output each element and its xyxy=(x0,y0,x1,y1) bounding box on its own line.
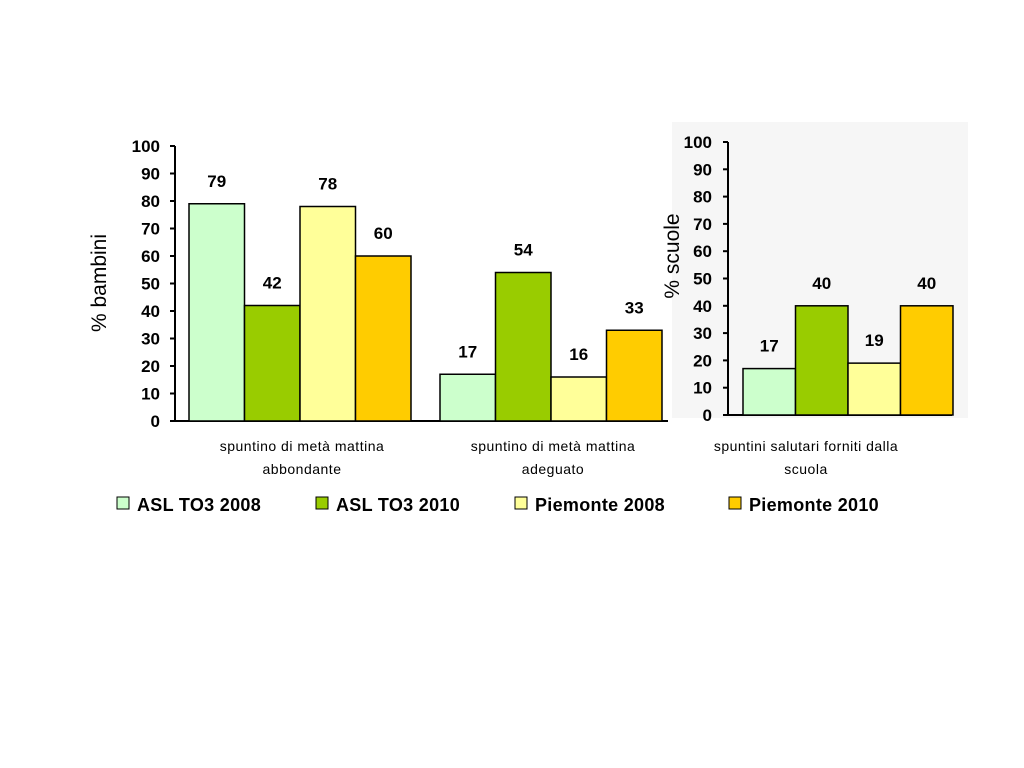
legend-swatch xyxy=(315,496,329,510)
y-axis-title-scuole: % scuole xyxy=(661,213,684,298)
category-label-scuole-0: spuntini salutari forniti dalla xyxy=(714,438,898,454)
y-tick-label-scuole: 90 xyxy=(693,160,712,179)
bar-bambini-1-2 xyxy=(550,376,608,422)
y-tick-label-scuole: 60 xyxy=(693,242,712,261)
y-tick-label-bambini: 80 xyxy=(141,192,160,211)
y-tick-label-scuole: 20 xyxy=(693,351,712,370)
y-tick-label-scuole: 80 xyxy=(693,188,712,207)
data-label-bambini-0-0: 79 xyxy=(207,172,226,191)
data-label-bambini-0-3: 60 xyxy=(374,224,393,243)
legend-swatch xyxy=(728,496,742,510)
data-label-bambini-0-1: 42 xyxy=(263,274,282,293)
y-tick-label-scuole: 100 xyxy=(684,133,712,152)
data-label-bambini-0-2: 78 xyxy=(318,175,337,194)
category-label-bambini-0: spuntino di metà mattina xyxy=(220,438,385,454)
y-tick-label-scuole: 70 xyxy=(693,215,712,234)
y-tick-label-bambini: 40 xyxy=(141,302,160,321)
y-tick-label-bambini: 60 xyxy=(141,247,160,266)
data-label-bambini-1-3: 33 xyxy=(625,298,644,317)
legend-swatch xyxy=(116,496,130,510)
bar-scuole-0-0 xyxy=(742,367,797,416)
bar-bambini-0-3 xyxy=(354,255,412,422)
y-axis-title-bambini: % bambini xyxy=(88,234,111,332)
y-tick-label-bambini: 90 xyxy=(141,165,160,184)
y-tick-label-scuole: 40 xyxy=(693,297,712,316)
bar-bambini-0-1 xyxy=(243,304,301,422)
data-label-bambini-1-2: 16 xyxy=(569,345,588,364)
y-tick-label-scuole: 30 xyxy=(693,324,712,343)
bar-bambini-1-0 xyxy=(439,373,497,422)
data-label-bambini-1-1: 54 xyxy=(514,241,533,260)
bar-bambini-1-3 xyxy=(605,329,663,422)
category-label-bambini-1: spuntino di metà mattina xyxy=(471,438,636,454)
data-label-bambini-1-0: 17 xyxy=(458,342,477,361)
legend: ASL TO3 2008 ASL TO3 2010 Piemonte 2008 Pie… xyxy=(116,495,879,515)
y-tick-label-bambini: 50 xyxy=(141,275,160,294)
bar-scuole-0-1 xyxy=(794,305,849,416)
bar-scuole-0-3 xyxy=(899,305,954,416)
data-label-scuole-0-1: 40 xyxy=(812,274,831,293)
category-label-scuole-0: scuola xyxy=(784,461,827,477)
legend-label: ASL TO3 2008 xyxy=(137,495,261,515)
legend-label: Piemonte 2010 xyxy=(749,495,879,515)
data-label-scuole-0-2: 19 xyxy=(865,331,884,350)
category-label-bambini-1: adeguato xyxy=(522,461,584,477)
y-tick-label-scuole: 10 xyxy=(693,379,712,398)
data-label-scuole-0-0: 17 xyxy=(760,337,779,356)
y-tick-label-bambini: 0 xyxy=(151,412,160,431)
chart-scuole: 0 10 20 30 40 50 60 70 80 90 100 17 40 19 40 spuntini s… xyxy=(684,133,954,477)
legend-label: ASL TO3 2010 xyxy=(336,495,460,515)
y-tick-label-bambini: 100 xyxy=(132,137,160,156)
bar-bambini-1-1 xyxy=(494,271,552,422)
y-tick-label-scuole: 0 xyxy=(703,406,712,425)
y-tick-label-bambini: 70 xyxy=(141,220,160,239)
y-tick-label-bambini: 20 xyxy=(141,357,160,376)
bar-bambini-0-0 xyxy=(188,203,246,422)
category-label-bambini-0: abbondante xyxy=(263,461,342,477)
y-tick-label-scuole: 50 xyxy=(693,270,712,289)
legend-swatch xyxy=(514,496,528,510)
data-label-scuole-0-3: 40 xyxy=(917,274,936,293)
bar-scuole-0-2 xyxy=(847,362,902,416)
bar-bambini-0-2 xyxy=(299,205,357,422)
y-tick-label-bambini: 10 xyxy=(141,385,160,404)
chart-bambini: 0 10 20 30 40 50 60 70 80 90 100 79 42 78 60 spuntino d… xyxy=(132,137,668,477)
legend-label: Piemonte 2008 xyxy=(535,495,665,515)
y-tick-label-bambini: 30 xyxy=(141,330,160,349)
